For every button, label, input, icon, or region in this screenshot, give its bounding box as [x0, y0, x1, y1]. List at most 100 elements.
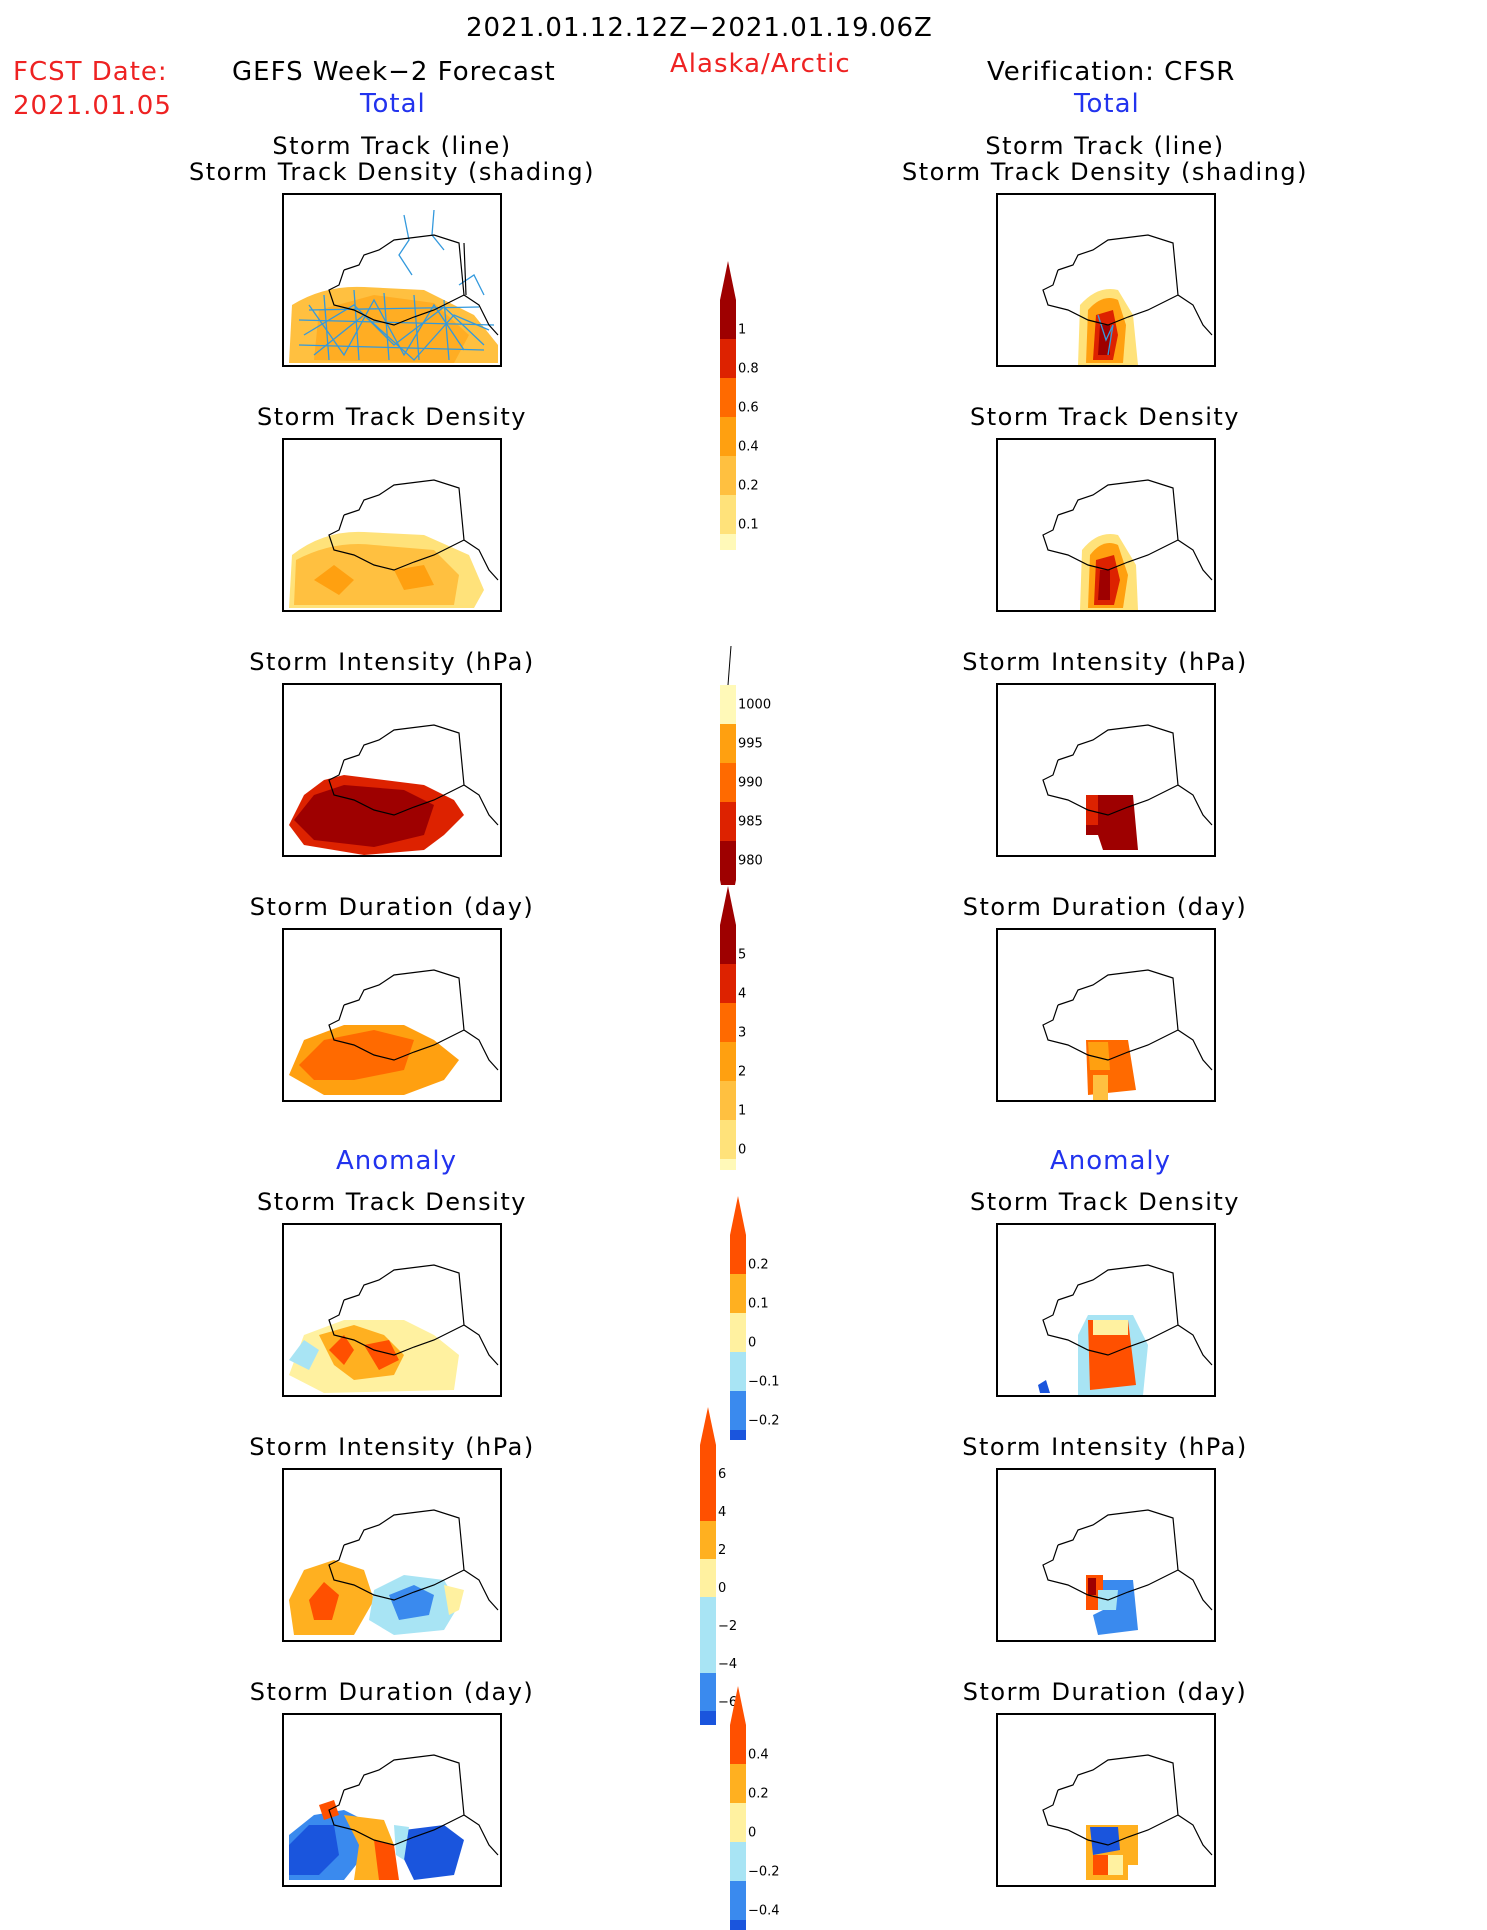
cb-intensity-segment — [720, 763, 736, 802]
cb-duration-tick-label: 2 — [738, 1064, 746, 1079]
cb-density-segment — [720, 495, 736, 534]
right-duration-title: Storm Duration (day) — [962, 893, 1248, 921]
cb-anom-density-tick-label: 0 — [748, 1335, 756, 1350]
right-track-shading-title: Storm Track Density (shading) — [901, 158, 1309, 186]
coastline — [1042, 1264, 1213, 1366]
cb-anom-density-segment — [730, 1430, 746, 1440]
cb-anom-intensity-segment — [700, 1445, 716, 1483]
cb-duration-arrow-top — [720, 886, 736, 925]
map-left-anom-density — [282, 1223, 502, 1397]
left-anom-intensity-title: Storm Intensity (hPa) — [249, 1433, 535, 1461]
cb-density-segment — [720, 300, 736, 339]
cb-anom-intensity-segment — [700, 1597, 716, 1635]
cb-density-segment — [720, 378, 736, 417]
cb-density-segment — [720, 339, 736, 378]
cb-anom-duration-tick-label: 0.4 — [748, 1747, 769, 1762]
map-right-intensity — [996, 683, 1216, 857]
cb-anom-density-tick-label: 0.1 — [748, 1296, 769, 1311]
cb-duration-segment — [720, 1159, 736, 1170]
cb-anom-intensity-tick-label: −6 — [718, 1695, 737, 1710]
right-anom-intensity-title: Storm Intensity (hPa) — [962, 1433, 1248, 1461]
cb-intensity-tick-label: 990 — [738, 775, 763, 790]
colorbar-density: 1 0.8 0.6 0.4 0.2 0.1 — [720, 261, 759, 550]
cb-intensity-segment — [720, 841, 736, 880]
map-right-anom-density — [996, 1223, 1216, 1397]
cb-duration-segment — [720, 1081, 736, 1120]
cb-intensity-tick-label: 985 — [738, 814, 763, 829]
right-total-label: Total — [1074, 89, 1140, 119]
map-left-density — [282, 438, 502, 612]
cb-anom-intensity-tick-label: 0 — [718, 1581, 726, 1596]
cb-density-arrow-top — [720, 261, 736, 300]
coastline — [328, 1509, 499, 1611]
cb-anom-density-segment — [730, 1391, 746, 1430]
cb-duration-tick-label: 0 — [738, 1142, 746, 1157]
cb-anom-duration-segment — [730, 1920, 746, 1930]
cb-intensity-segment — [720, 802, 736, 841]
map-right-duration — [996, 928, 1216, 1102]
coastline — [1042, 479, 1213, 581]
left-track-shading-title: Storm Track Density (shading) — [188, 158, 596, 186]
left-density-title: Storm Track Density — [257, 403, 527, 431]
cb-intensity-tick-label: 980 — [738, 853, 763, 868]
coastline — [1042, 1754, 1213, 1856]
right-anomaly-label: Anomaly — [1050, 1146, 1172, 1176]
cb-anom-duration-segment — [730, 1764, 746, 1803]
left-track-line-title: Storm Track (line) — [272, 132, 512, 160]
cb-anom-intensity-tick-label: −2 — [718, 1619, 737, 1634]
cb-anom-intensity-segment — [700, 1711, 716, 1725]
cb-density-segment — [720, 534, 736, 550]
coastline — [1042, 1509, 1213, 1611]
coastline — [328, 1264, 499, 1366]
colorbar-intensity: 1000 995 990 985 980 — [720, 645, 771, 885]
coastline — [328, 724, 499, 826]
map-left-anom-duration — [282, 1713, 502, 1887]
cb-duration-tick-label: 4 — [738, 986, 746, 1001]
cb-anom-duration-tick-label: −0.2 — [748, 1864, 780, 1879]
left-intensity-title: Storm Intensity (hPa) — [249, 648, 535, 676]
cb-duration-segment — [720, 1120, 736, 1159]
coastline — [328, 969, 499, 1071]
cb-density-segment — [720, 456, 736, 495]
colorbar-anom-density: 0.2 0.1 0 −0.1 −0.2 — [730, 1196, 780, 1440]
right-intensity-title: Storm Intensity (hPa) — [962, 648, 1248, 676]
cb-anom-intensity-segment — [700, 1483, 716, 1521]
cb-density-tick-label: 0.8 — [738, 361, 759, 376]
cb-anom-intensity-segment — [700, 1521, 716, 1559]
cb-anom-density-tick-label: −0.1 — [748, 1374, 780, 1389]
cb-anom-intensity-segment — [700, 1559, 716, 1597]
track-lines — [298, 209, 495, 361]
cb-anom-duration-tick-label: −0.4 — [748, 1903, 780, 1918]
cb-intensity-segment — [720, 685, 736, 724]
cb-density-tick-label: 0.4 — [738, 439, 759, 454]
right-anom-duration-title: Storm Duration (day) — [962, 1678, 1248, 1706]
cb-density-tick-label: 0.6 — [738, 400, 759, 415]
map-left-anom-intensity — [282, 1468, 502, 1642]
cb-intensity-tick-label: 1000 — [738, 697, 771, 712]
cb-anom-density-segment — [730, 1313, 746, 1352]
coastline — [328, 234, 499, 336]
cb-anom-duration-segment — [730, 1842, 746, 1881]
cb-density-tick-label: 0.2 — [738, 478, 759, 493]
cb-duration-tick-label: 5 — [738, 947, 746, 962]
coastline — [1042, 969, 1213, 1071]
right-density-title: Storm Track Density — [970, 403, 1240, 431]
cb-duration-tick-label: 1 — [738, 1103, 746, 1118]
cb-intensity-segment — [720, 724, 736, 763]
cb-anom-density-segment — [730, 1235, 746, 1274]
period-title: 2021.01.12.12Z−2021.01.19.06Z — [466, 13, 933, 43]
left-anom-duration-title: Storm Duration (day) — [249, 1678, 535, 1706]
map-right-density — [996, 438, 1216, 612]
map-right-track — [996, 193, 1216, 367]
colorbar-anom-intensity: 6 4 2 0 −2 −4 −6 — [700, 1407, 737, 1725]
cb-anom-intensity-segment — [700, 1635, 716, 1673]
left-anomaly-label: Anomaly — [336, 1146, 458, 1176]
cb-duration-segment — [720, 925, 736, 964]
coastline — [328, 479, 499, 581]
cb-anom-density-segment — [730, 1274, 746, 1313]
cb-density-segment — [720, 417, 736, 456]
fcst-date-value: 2021.01.05 — [13, 91, 172, 121]
coastline — [1042, 724, 1213, 826]
cb-anom-density-tick-label: 0.2 — [748, 1257, 769, 1272]
map-left-intensity — [282, 683, 502, 857]
